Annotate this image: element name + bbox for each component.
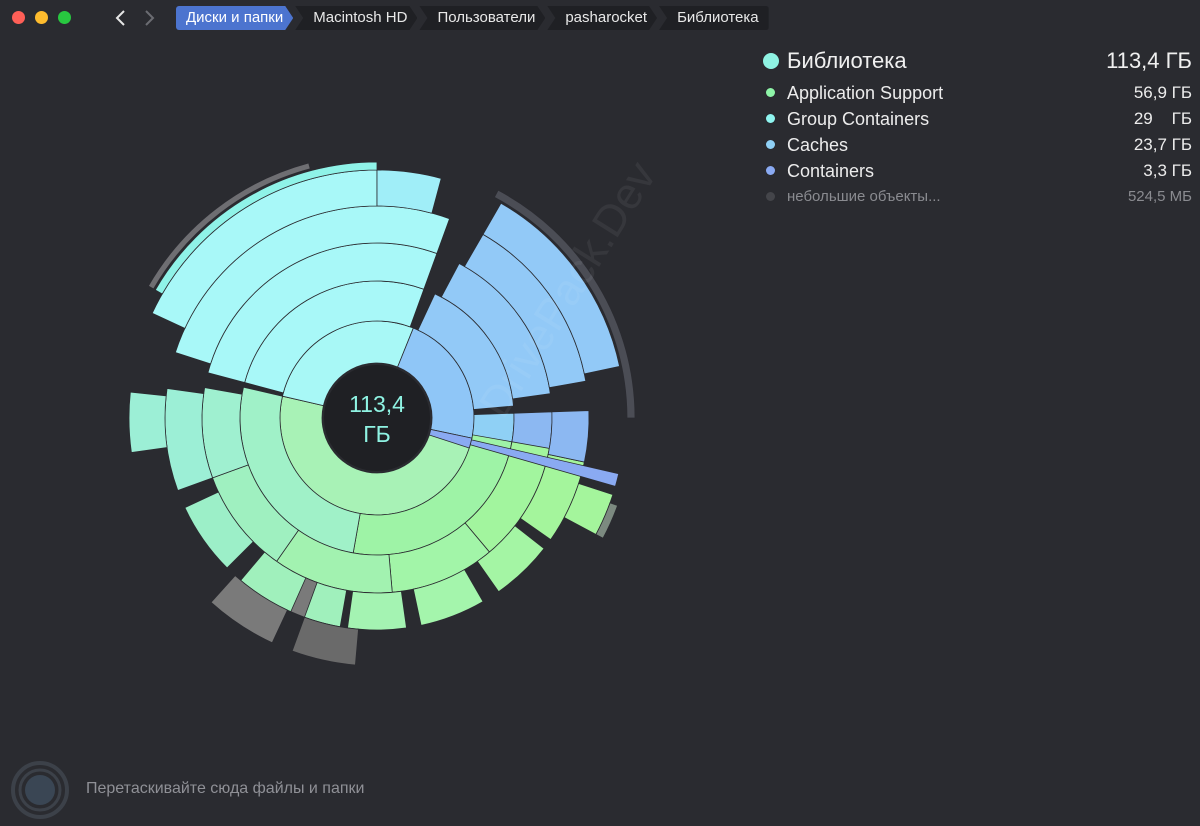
- drop-target[interactable]: [10, 760, 70, 820]
- center-size-unit: ГБ: [363, 421, 391, 447]
- target-icon: [11, 761, 69, 819]
- legend-dot: [766, 166, 775, 175]
- close-window-button[interactable]: [12, 11, 25, 24]
- legend-item-caches[interactable]: Caches 23,7 ГБ: [760, 132, 1194, 158]
- legend-item-name: Application Support: [787, 83, 944, 103]
- segment-outline[interactable]: [147, 162, 311, 290]
- legend-item-size: 23,7 ГБ: [1133, 135, 1192, 154]
- segment-small-objects[interactable]: [210, 574, 288, 644]
- legend-panel: Библиотека 113,4 ГБ Application Support …: [760, 44, 1194, 210]
- segment-app-support-child[interactable]: [347, 590, 407, 631]
- segment-app-support-child[interactable]: [412, 569, 484, 626]
- segment-app-support-child[interactable]: [476, 525, 545, 593]
- legend-item-small-objects[interactable]: небольшие объекты... 524,5 МБ: [760, 184, 1194, 210]
- legend-dot: [766, 88, 775, 97]
- legend-item-size: 29 ГБ: [1133, 109, 1192, 128]
- legend-item-group-containers[interactable]: Group Containers 29 ГБ: [760, 106, 1194, 132]
- legend-item-name: Caches: [787, 135, 849, 155]
- segment-caches-child[interactable]: [547, 410, 590, 463]
- segment-app-support-child[interactable]: [184, 491, 254, 569]
- breadcrumb-macintosh-hd[interactable]: Macintosh HD: [295, 6, 417, 30]
- legend-dot: [766, 114, 775, 123]
- legend-item-name: небольшие объекты...: [787, 188, 941, 205]
- breadcrumb: Диски и папки Macintosh HD Пользователи …: [176, 6, 771, 30]
- forward-button[interactable]: [139, 6, 159, 30]
- center-size-value: 113,4: [349, 391, 405, 417]
- legend-header: Библиотека 113,4 ГБ: [760, 44, 1194, 80]
- segment-small-objects[interactable]: [291, 616, 359, 666]
- segment-small-objects[interactable]: [290, 577, 318, 618]
- segment-caches-child[interactable]: [482, 202, 621, 375]
- back-button[interactable]: [111, 6, 131, 30]
- legend-total: 113,4 ГБ: [1106, 48, 1192, 73]
- legend-item-containers[interactable]: Containers 3,3 ГБ: [760, 158, 1194, 184]
- titlebar: Диски и папки Macintosh HD Пользователи …: [0, 0, 1200, 36]
- legend-item-size: 524,5 МБ: [1127, 188, 1192, 205]
- segment-group-containers-child[interactable]: [376, 169, 442, 214]
- drop-hint-text: Перетаскивайте сюда файлы и папки: [86, 780, 365, 797]
- segment-outline[interactable]: [493, 189, 636, 419]
- segment-outline[interactable]: [154, 161, 378, 295]
- chevron-left-icon: [115, 10, 125, 26]
- chevron-right-icon: [145, 10, 155, 26]
- breadcrumb-disks[interactable]: Диски и папки: [176, 6, 293, 30]
- legend-item-name: Group Containers: [787, 109, 930, 129]
- center-disc[interactable]: [324, 365, 430, 471]
- legend-item-application-support[interactable]: Application Support 56,9 ГБ: [760, 80, 1194, 106]
- sunburst-chart[interactable]: 113,4 ГБ: [0, 36, 760, 736]
- legend-title-dot: [763, 53, 779, 69]
- minimize-window-button[interactable]: [35, 11, 48, 24]
- legend-item-name: Containers: [787, 161, 875, 181]
- legend-dot: [766, 192, 775, 201]
- segment-outline[interactable]: [595, 502, 619, 539]
- zoom-window-button[interactable]: [58, 11, 71, 24]
- breadcrumb-library[interactable]: Библиотека: [659, 6, 769, 30]
- segment-app-support-child[interactable]: [128, 391, 168, 453]
- legend-dot: [766, 140, 775, 149]
- segment-app-support-child[interactable]: [164, 388, 214, 492]
- legend-item-size: 3,3 ГБ: [1143, 161, 1192, 180]
- legend-title: Библиотека: [787, 48, 907, 73]
- breadcrumb-user[interactable]: pasharocket: [547, 6, 657, 30]
- breadcrumb-users[interactable]: Пользователи: [419, 6, 545, 30]
- legend-item-size: 56,9 ГБ: [1133, 83, 1192, 102]
- segment-containers-child[interactable]: [469, 439, 620, 487]
